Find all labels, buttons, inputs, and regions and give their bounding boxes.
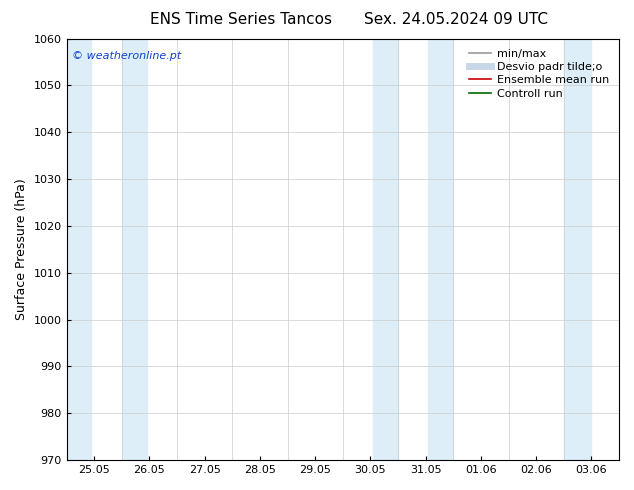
Bar: [429, 39, 453, 460]
Bar: [67, 39, 91, 460]
Bar: [122, 39, 146, 460]
Bar: [564, 39, 592, 460]
Text: ENS Time Series Tancos: ENS Time Series Tancos: [150, 12, 332, 27]
Y-axis label: Surface Pressure (hPa): Surface Pressure (hPa): [15, 178, 28, 320]
Text: © weatheronline.pt: © weatheronline.pt: [72, 51, 181, 61]
Text: Sex. 24.05.2024 09 UTC: Sex. 24.05.2024 09 UTC: [365, 12, 548, 27]
Bar: [373, 39, 398, 460]
Legend: min/max, Desvio padr tilde;o, Ensemble mean run, Controll run: min/max, Desvio padr tilde;o, Ensemble m…: [465, 44, 614, 103]
